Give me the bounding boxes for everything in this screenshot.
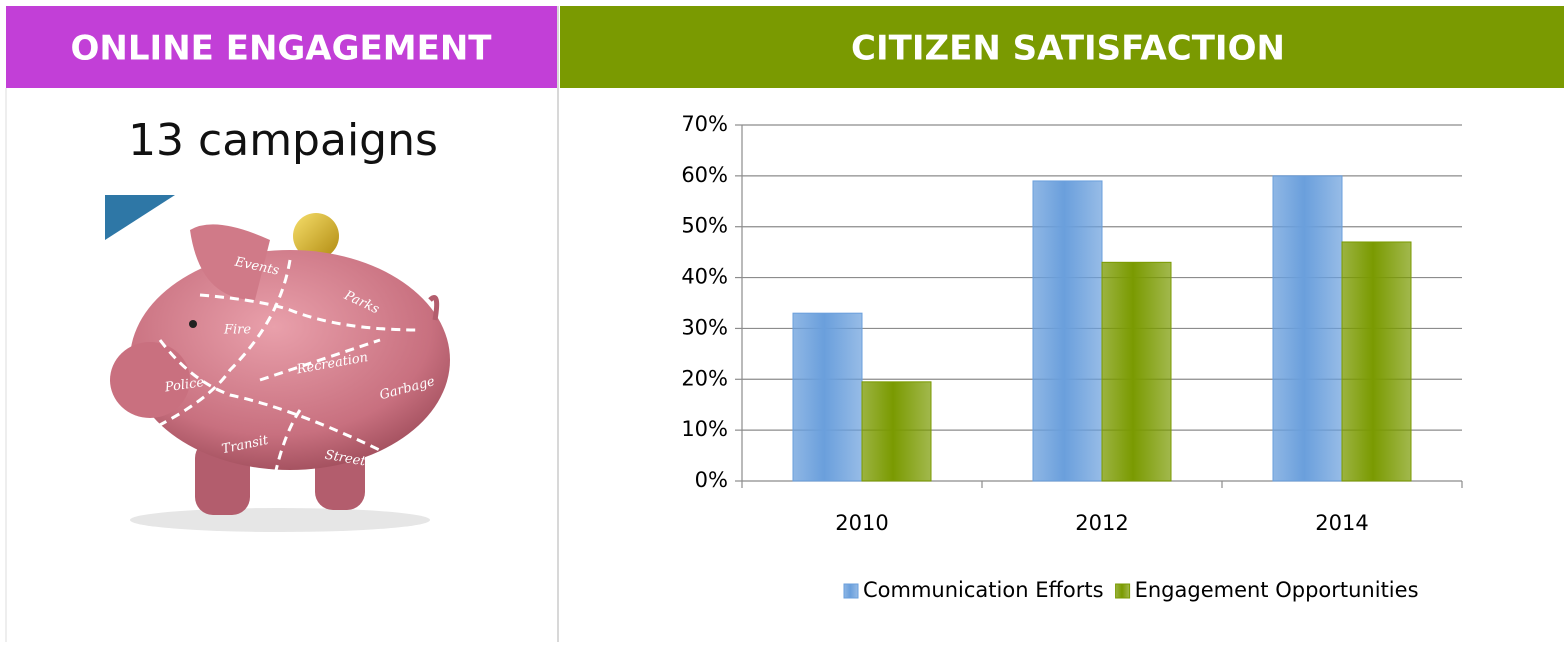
headline: 13 campaigns <box>128 115 438 166</box>
legend-swatch <box>844 584 858 598</box>
legend-swatch <box>1116 584 1130 598</box>
bar <box>1273 176 1342 481</box>
y-tick-label: 10% <box>681 417 728 441</box>
pig-label: Fire <box>223 323 251 338</box>
bar <box>793 313 862 481</box>
y-tick-label: 0% <box>695 468 728 492</box>
right-header-title: CITIZEN SATISFACTION <box>851 29 1285 69</box>
x-tick-label: 2012 <box>1075 511 1128 535</box>
x-tick-label: 2014 <box>1315 511 1368 535</box>
pig-eye <box>189 320 197 328</box>
x-tick-label: 2010 <box>835 511 888 535</box>
left-header-title: ONLINE ENGAGEMENT <box>71 29 493 69</box>
y-tick-label: 30% <box>681 315 728 339</box>
pig-shadow <box>130 508 430 532</box>
piggy-bank: Events Parks Fire Recreation Police Garb… <box>110 213 450 532</box>
bar <box>1342 242 1411 481</box>
y-tick-label: 70% <box>681 112 728 136</box>
bar <box>1102 262 1171 481</box>
y-tick-label: 50% <box>681 214 728 238</box>
y-tick-label: 40% <box>681 265 728 289</box>
y-tick-label: 60% <box>681 163 728 187</box>
corner-triangle <box>105 195 175 240</box>
legend-label: Engagement Opportunities <box>1135 578 1419 602</box>
dashboard: ONLINE ENGAGEMENT 13 campaigns Events Pa… <box>0 0 1564 642</box>
bar <box>1033 181 1102 481</box>
bar <box>862 382 931 481</box>
page: {"panels": { "left": {"title": "ONLINE E… <box>0 0 1564 642</box>
legend-label: Communication Efforts <box>863 578 1104 602</box>
y-tick-label: 20% <box>681 366 728 390</box>
